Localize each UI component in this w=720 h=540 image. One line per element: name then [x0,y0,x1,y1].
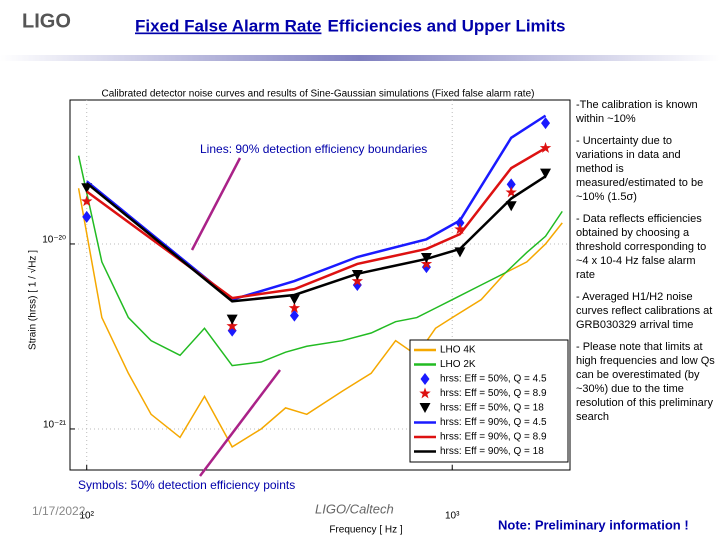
plot-frame [69,99,571,471]
footer-note: Note: Preliminary information ! [498,517,689,532]
triangle-marker [226,314,238,325]
annotation: Lines: 90% detection efficiency boundari… [200,142,427,156]
star-marker [226,320,238,331]
star-marker [420,257,433,269]
arrow [199,369,281,477]
star-marker [419,387,431,399]
legend-label: hrss: Eff = 50%, Q = 8.9 [440,388,547,399]
triangle-marker [288,294,300,305]
slide-title: Efficiencies and Upper Limits [327,16,565,35]
legend-label: LHO 4K [440,345,476,356]
legend: LHO 4K LHO 2K hrss: Eff = 50%, Q = 4.5 hrss… [409,339,569,463]
triangle-marker [505,201,517,212]
footer-date: 1/17/2022 [32,504,86,518]
y-tick-label: 10⁻²⁰ [42,235,66,246]
note: -The calibration is known within ~10% [576,99,698,125]
legend-label: hrss: Eff = 90%, Q = 8.9 [440,432,547,443]
series-line [85,175,547,303]
diamond-marker [455,216,465,229]
diamond-marker [289,309,299,322]
star-marker [81,195,93,207]
x-tick-label: 10² [79,511,94,522]
logo: LIGO [22,10,71,32]
y-tick-label: 10⁻²¹ [43,420,67,431]
note: - Data reflects efficiencies obtained by… [576,213,707,281]
chart-title: Calibrated detector noise curves and res… [102,89,535,100]
series-line [85,146,547,300]
legend-label: hrss: Eff = 50%, Q = 4.5 [440,374,547,385]
star-marker [351,275,364,286]
note: - Uncertainty due to variations in data … [576,135,704,203]
notes: -The calibration is known within ~10% - U… [576,98,716,432]
y-axis-label: Strain (hrss) [ 1 / √Hz ] [27,250,39,350]
diamond-marker [506,178,516,191]
footer-org: LIGO/Caltech [315,501,394,516]
x-tick-label: 10³ [445,511,460,522]
divider [0,55,720,61]
legend-box [409,339,569,463]
x-axis-label: Frequency [ Hz ] [329,525,403,536]
slide-title: Fixed False Alarm Rate [135,16,321,35]
legend-label: hrss: Eff = 90%, Q = 4.5 [440,417,547,428]
triangle-marker [419,403,431,413]
arrow [190,157,242,251]
annotation: Symbols: 50% detection efficiency points [78,478,295,492]
legend-label: hrss: Eff = 50%, Q = 18 [440,403,544,414]
star-marker [505,186,517,198]
star-marker [288,302,301,313]
note: - Averaged H1/H2 noise curves reflect ca… [576,291,713,331]
series-line [77,155,563,367]
star-marker [454,223,466,235]
diamond-marker [82,210,92,223]
diamond-marker [420,373,430,385]
legend-label: LHO 2K [440,359,476,370]
diamond-marker [541,117,551,130]
triangle-marker [540,168,552,179]
legend-label: hrss: Eff = 90%, Q = 18 [440,446,544,457]
note: - Please note that limits at high freque… [576,341,715,423]
star-marker [539,142,552,153]
series-line [77,188,563,448]
